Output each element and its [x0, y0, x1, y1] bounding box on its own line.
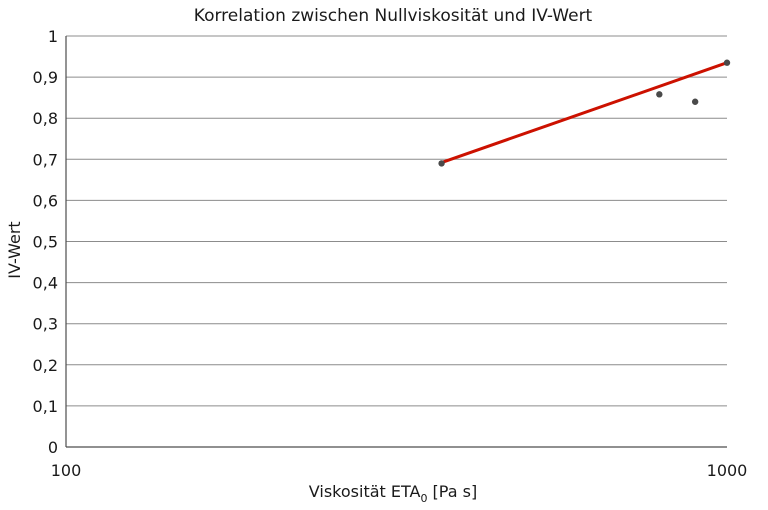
y-tick-label: 0,7: [33, 150, 58, 169]
x-axis-label: Viskosität ETA0 [Pa s]: [309, 482, 477, 505]
y-tick-label: 1: [48, 27, 58, 46]
gridlines: [66, 35, 727, 407]
y-tick-label: 0,3: [33, 315, 58, 334]
y-tick-label: 0,1: [33, 397, 58, 416]
y-tick-labels: 0 0,1 0,2 0,3 0,4 0,5 0,6 0,7 0,8 0,9 1: [33, 27, 58, 457]
y-tick-label: 0,6: [33, 191, 58, 210]
x-tick-label: 1000: [707, 461, 748, 480]
data-point: [656, 91, 663, 98]
trendline: [440, 61, 729, 165]
x-axis-label-unit: [Pa s]: [427, 482, 477, 501]
y-tick-label: 0,8: [33, 109, 58, 128]
x-tick-label: 100: [51, 461, 82, 480]
x-tick-labels: 100 1000: [51, 461, 748, 480]
data-point: [691, 98, 699, 105]
y-tick-label: 0,2: [33, 356, 58, 375]
chart-title: Korrelation zwischen Nullviskosität und …: [194, 6, 593, 26]
y-tick-label: 0,5: [33, 233, 58, 252]
y-tick-label: 0,9: [33, 68, 58, 87]
data-point: [438, 160, 445, 167]
x-axis-label-main: Viskosität ETA: [309, 482, 421, 501]
data-point: [723, 59, 731, 66]
y-tick-label: 0,4: [33, 274, 58, 293]
x-axis-label-subscript: 0: [420, 492, 427, 505]
y-tick-label: 0: [48, 438, 58, 457]
series: [438, 59, 731, 167]
y-axis-label: IV-Wert: [5, 221, 24, 278]
